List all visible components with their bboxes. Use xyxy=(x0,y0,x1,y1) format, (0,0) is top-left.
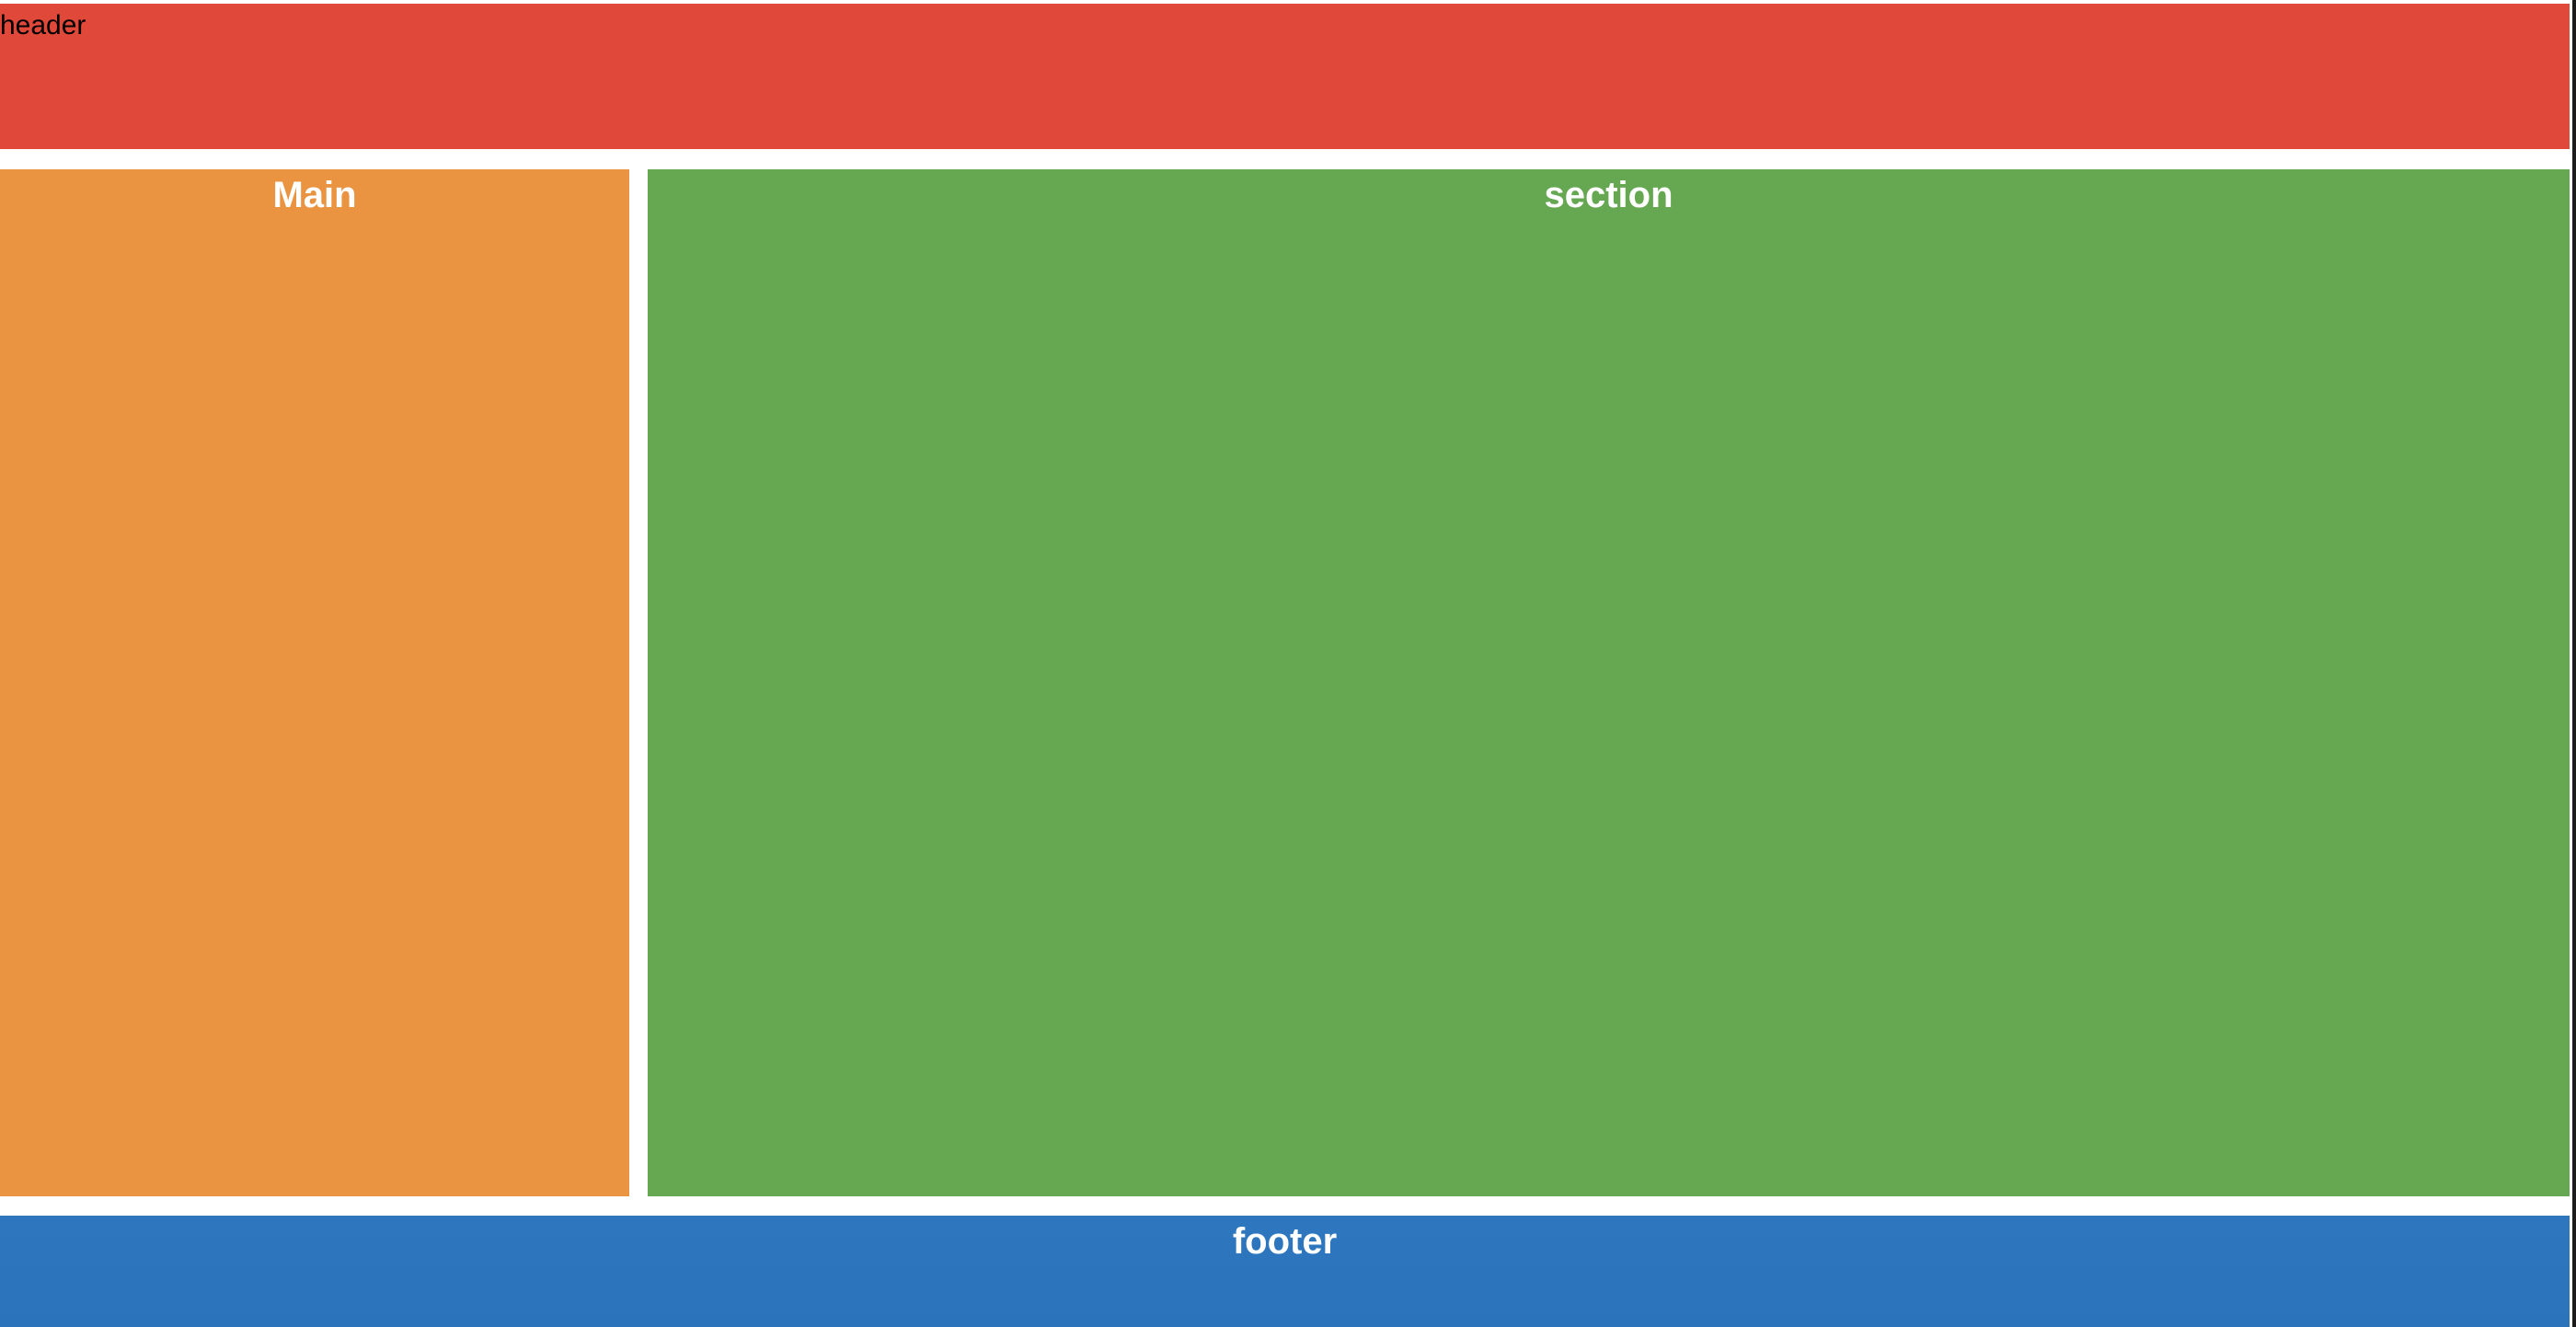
main-title: Main xyxy=(272,175,357,215)
footer-block: footer xyxy=(0,1216,2570,1327)
header-block: header xyxy=(0,4,2570,149)
section-block: section xyxy=(648,169,2570,1196)
header-label: header xyxy=(0,10,86,40)
main-block: Main xyxy=(0,169,629,1196)
footer-title: footer xyxy=(1232,1221,1338,1262)
section-title: section xyxy=(1544,175,1673,215)
window-edge xyxy=(2572,0,2576,1327)
